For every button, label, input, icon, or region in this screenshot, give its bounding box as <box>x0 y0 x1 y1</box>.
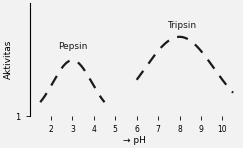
Text: Tripsin: Tripsin <box>167 21 196 30</box>
Y-axis label: Aktivitas: Aktivitas <box>3 40 12 79</box>
X-axis label: → pH: → pH <box>123 136 146 145</box>
Text: Pepsin: Pepsin <box>58 42 87 51</box>
